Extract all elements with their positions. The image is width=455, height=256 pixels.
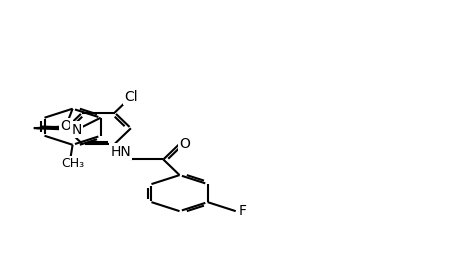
Text: O: O	[60, 119, 71, 133]
Text: O: O	[179, 137, 190, 151]
Text: CH₃: CH₃	[61, 157, 84, 170]
Text: Cl: Cl	[124, 90, 137, 104]
Text: F: F	[238, 204, 246, 218]
Text: N: N	[71, 123, 81, 137]
Text: HN: HN	[110, 145, 131, 159]
